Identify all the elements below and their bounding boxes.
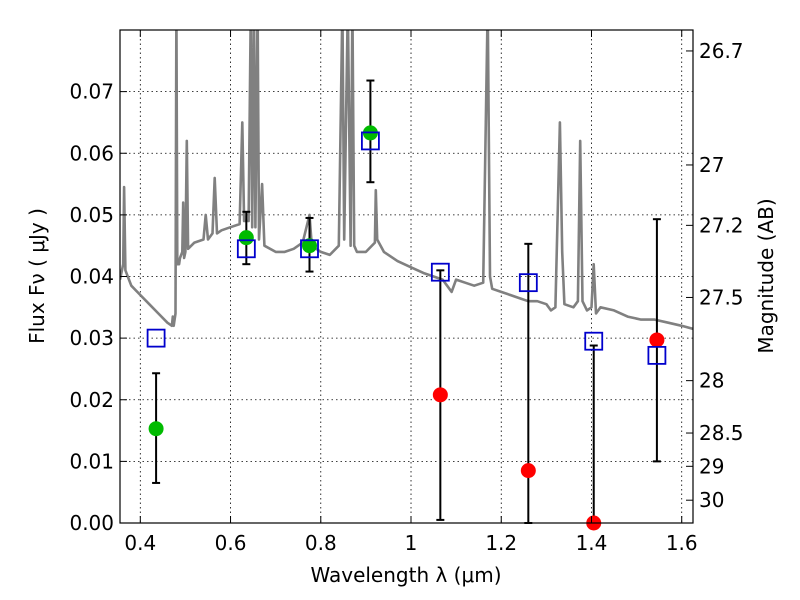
y-tick-label: 0.04 [69, 265, 114, 289]
spectrum-line [120, 30, 693, 331]
y-tick-label: 0.03 [69, 326, 114, 350]
grid [120, 30, 693, 523]
y-tick-label: 0.01 [69, 449, 114, 473]
y2-tick-label: 27.2 [699, 213, 744, 237]
detection-point [148, 421, 164, 437]
y-tick-label: 0.02 [69, 388, 114, 412]
model-square [647, 345, 667, 365]
y2-tick-label: 30 [699, 488, 724, 512]
x-tick-label: 1 [405, 531, 418, 555]
y2-tick-label: 26.7 [699, 39, 744, 63]
spectrum [120, 30, 693, 331]
y2-tick-label: 28 [699, 369, 724, 393]
error-bars [152, 79, 661, 524]
x-tick-label: 1.2 [485, 531, 517, 555]
axis-ticks: 0.4 0.6 0.8 1 1.2 1.4 1.6 0.00 0.01 0.02 0.03 0.04 0… [69, 30, 744, 555]
nondetection-point [432, 387, 448, 403]
y-tick-label: 0.07 [69, 80, 114, 104]
x-tick-label: 0.8 [305, 531, 337, 555]
y-tick-label: 0.00 [69, 511, 114, 535]
model-square [361, 131, 380, 151]
model-square [518, 273, 538, 293]
y2-tick-label: 27.5 [699, 285, 744, 309]
y2-axis-label: Magnitude (AB) [754, 198, 778, 353]
x-tick-label: 1.6 [666, 531, 698, 555]
x-tick-label: 0.4 [124, 531, 156, 555]
detection-point [238, 230, 254, 246]
y2-tick-label: 29 [699, 454, 724, 478]
y2-tick-label: 27 [699, 153, 724, 177]
model-square [236, 239, 256, 259]
x-axis-label: Wavelength λ (μm) [310, 563, 501, 587]
x-tick-label: 1.4 [576, 531, 608, 555]
model-square [146, 328, 166, 348]
nondetection-point [520, 463, 536, 479]
y-tick-label: 0.06 [69, 141, 114, 165]
x-tick-label: 0.6 [215, 531, 247, 555]
y-tick-label: 0.05 [69, 203, 114, 227]
y-axis-label: Flux Fν ( μJy ) [25, 208, 49, 344]
nondetection-point [649, 332, 665, 348]
observed-points [148, 125, 665, 531]
y2-tick-label: 28.5 [699, 421, 744, 445]
model-points [146, 131, 667, 365]
model-square [584, 331, 604, 351]
model-square [300, 239, 319, 259]
model-square [430, 262, 450, 282]
detection-point [301, 238, 317, 254]
